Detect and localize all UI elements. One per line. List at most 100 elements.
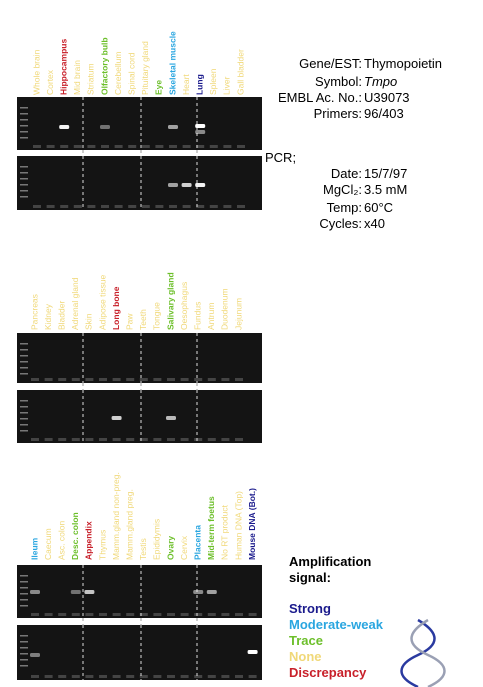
well xyxy=(167,613,175,616)
well xyxy=(112,613,121,616)
band xyxy=(195,124,206,128)
lane-label: Eye xyxy=(154,80,164,95)
band xyxy=(195,130,206,134)
well xyxy=(99,613,107,616)
well xyxy=(248,675,257,678)
well xyxy=(139,675,148,678)
well xyxy=(221,675,230,678)
well xyxy=(194,378,203,381)
ladder-band xyxy=(20,137,28,139)
lane-label: Teeth xyxy=(138,309,148,330)
lane-label: Spleen xyxy=(208,68,218,95)
band xyxy=(100,125,110,129)
lane-label: Epididymis xyxy=(152,519,162,560)
band xyxy=(166,416,176,420)
well xyxy=(73,145,82,148)
lane-label: Liver xyxy=(222,76,232,95)
well xyxy=(58,613,67,616)
well xyxy=(207,378,216,381)
well xyxy=(169,205,177,208)
well xyxy=(221,438,230,441)
lane-label: Ileum xyxy=(29,537,39,560)
well xyxy=(114,145,123,148)
well xyxy=(33,145,41,148)
lane-label: Tongue xyxy=(152,302,162,330)
info-key: Gene/EST: xyxy=(299,56,362,71)
lane-label: Olfactory bulb xyxy=(99,37,109,95)
lane-label: Skeletal muscle xyxy=(167,31,177,95)
well xyxy=(85,675,94,678)
lane-label: Bladder xyxy=(56,301,66,330)
info-value: 96/403 xyxy=(364,106,404,121)
well xyxy=(58,378,67,381)
well xyxy=(128,205,137,208)
lane-label: Desc. colon xyxy=(70,512,80,560)
gel xyxy=(17,97,262,150)
well xyxy=(31,675,39,678)
info-value: Tmpo xyxy=(364,74,397,89)
pcr-title: PCR; xyxy=(265,150,296,165)
lane-label: Duodenum xyxy=(220,288,230,330)
ladder-band xyxy=(20,190,28,192)
ladder-band xyxy=(20,343,28,345)
legend-item: Moderate-weak xyxy=(289,617,384,632)
lane-label: Jejunum xyxy=(233,298,243,330)
well xyxy=(126,378,135,381)
well xyxy=(248,613,257,616)
ladder-band xyxy=(20,605,28,607)
well xyxy=(71,378,80,381)
ladder-band xyxy=(20,418,28,420)
lane-label: Pancreas xyxy=(29,294,39,330)
lane-label: Antrum xyxy=(206,303,216,330)
well xyxy=(46,145,55,148)
ladder-band xyxy=(20,131,28,133)
ladder-band xyxy=(20,107,28,109)
band xyxy=(84,590,95,594)
lane-label: Lung xyxy=(194,74,204,95)
lane-label: Caecum xyxy=(43,528,53,560)
lane-label: Gall bladder xyxy=(235,49,245,95)
well xyxy=(58,438,67,441)
well xyxy=(99,378,107,381)
legend-title: signal: xyxy=(289,570,331,585)
legend-title: Amplification xyxy=(289,554,371,569)
lane-label: Mamm.gland non-preg. xyxy=(111,472,121,560)
band xyxy=(59,125,70,129)
lane-label: Thymus xyxy=(97,530,107,560)
well xyxy=(153,378,162,381)
info-key: Date: xyxy=(331,166,362,181)
band xyxy=(30,653,40,657)
ladder-band xyxy=(20,355,28,357)
helix-strand xyxy=(410,618,446,687)
helix-strand xyxy=(400,618,436,687)
legend-item: Trace xyxy=(289,633,323,648)
ladder-band xyxy=(20,406,28,408)
band xyxy=(70,590,81,594)
well xyxy=(235,675,243,678)
well xyxy=(128,145,137,148)
lane-label: Cerebellum xyxy=(113,52,123,95)
well xyxy=(31,438,39,441)
ladder-band xyxy=(20,373,28,375)
well xyxy=(223,205,232,208)
ladder-band xyxy=(20,119,28,121)
band xyxy=(168,125,178,129)
well xyxy=(71,613,80,616)
well xyxy=(180,613,189,616)
ladder-band xyxy=(20,166,28,168)
gel xyxy=(17,156,262,210)
lane-label: Whole brain xyxy=(31,49,41,95)
info-key: Primers: xyxy=(314,106,362,121)
ladder-band xyxy=(20,665,28,667)
well xyxy=(196,145,205,148)
info-value: 15/7/97 xyxy=(364,166,407,181)
gel xyxy=(17,333,262,383)
well xyxy=(221,613,230,616)
well xyxy=(112,675,121,678)
lane-label: Asc. colon xyxy=(56,521,66,560)
ladder-band xyxy=(20,125,28,127)
well xyxy=(141,205,150,208)
well xyxy=(153,438,162,441)
info-key: Temp: xyxy=(327,200,362,215)
well xyxy=(237,145,245,148)
